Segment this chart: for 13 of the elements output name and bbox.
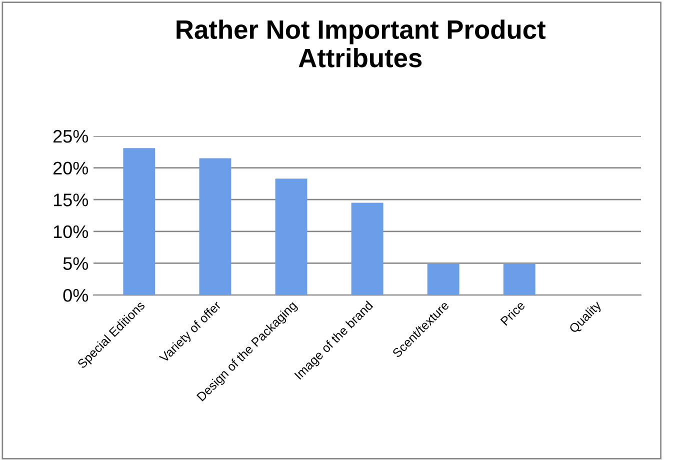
chart-title: Rather Not Important Product Attributes [176,20,546,68]
bar [351,202,384,296]
y-tick-label: 15% [54,194,88,206]
bar [275,178,308,296]
bar [503,264,536,296]
y-tick-label: 5% [63,257,88,270]
bar [199,158,232,296]
bar [123,148,156,296]
bar [427,264,460,296]
y-tick-label: 20% [53,162,88,175]
y-tick-label: 10% [54,225,88,238]
y-tick-label: 0% [63,288,88,302]
y-tick-label: 25% [53,130,88,143]
